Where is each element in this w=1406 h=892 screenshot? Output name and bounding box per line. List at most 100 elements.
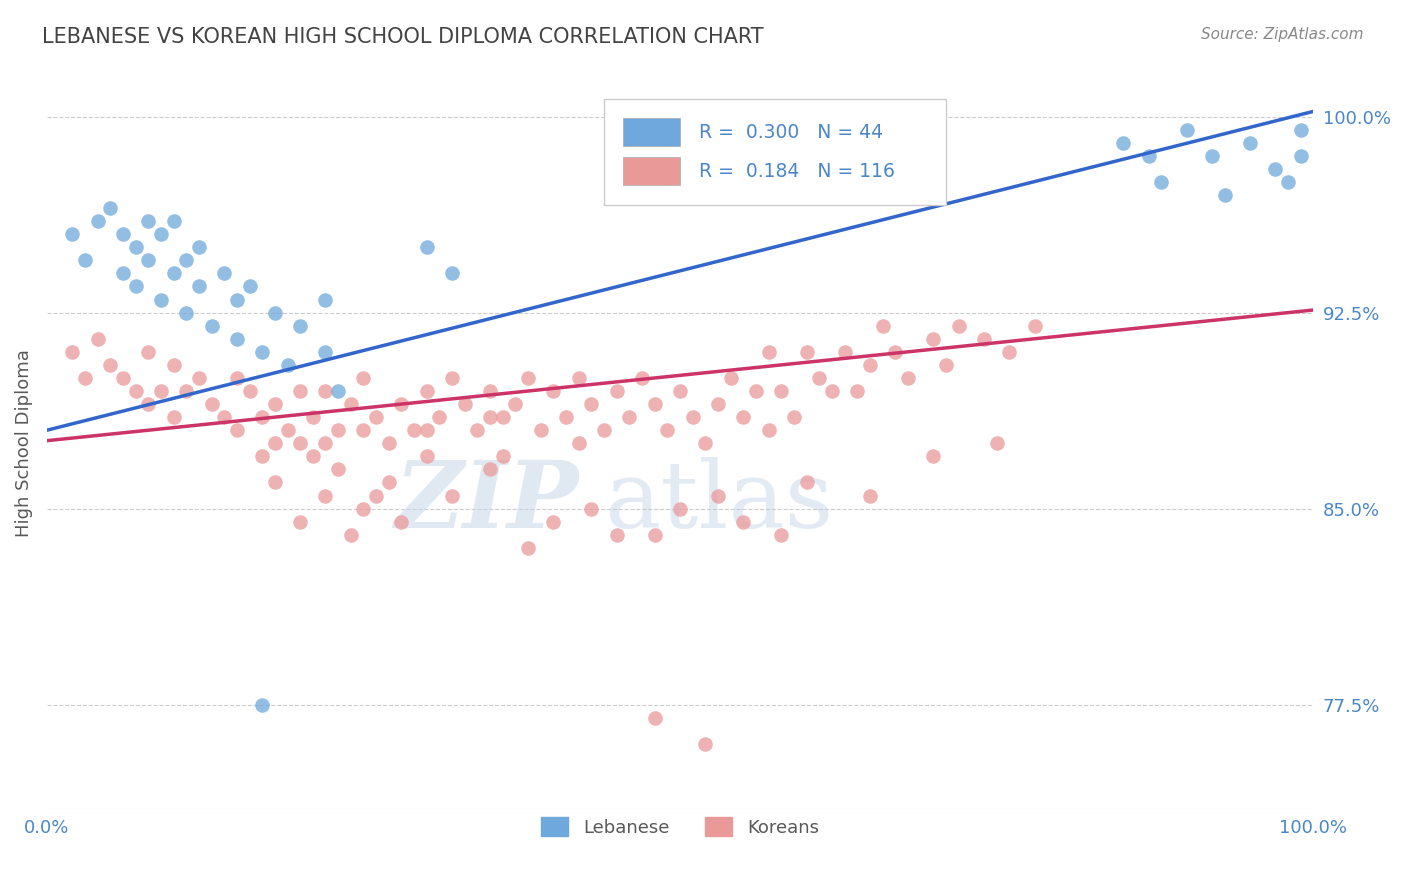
Point [250, 450, 273, 464]
Point [315, 384, 337, 398]
Point [973, 332, 995, 346]
Point [162, 410, 184, 425]
Point [250, 698, 273, 712]
Point [808, 371, 831, 385]
Point [1213, 188, 1236, 202]
Point [162, 214, 184, 228]
Point [1024, 318, 1046, 333]
Point [720, 371, 742, 385]
Point [263, 475, 285, 490]
Point [517, 541, 540, 555]
Point [644, 527, 666, 541]
Point [187, 240, 209, 254]
Point [124, 279, 146, 293]
Point [606, 384, 628, 398]
Point [922, 332, 945, 346]
Point [581, 397, 603, 411]
Point [162, 267, 184, 281]
Point [288, 515, 311, 529]
Point [328, 423, 350, 437]
Point [111, 267, 134, 281]
Point [846, 384, 869, 398]
Point [796, 475, 818, 490]
Point [136, 253, 159, 268]
Point [593, 423, 616, 437]
Point [821, 384, 844, 398]
Text: LEBANESE VS KOREAN HIGH SCHOOL DIPLOMA CORRELATION CHART: LEBANESE VS KOREAN HIGH SCHOOL DIPLOMA C… [42, 27, 763, 46]
Point [301, 410, 323, 425]
Point [695, 436, 717, 450]
Point [263, 305, 285, 319]
Point [391, 397, 413, 411]
Point [366, 489, 388, 503]
Y-axis label: High School Diploma: High School Diploma [15, 350, 32, 537]
Point [859, 489, 882, 503]
Point [555, 410, 578, 425]
Point [288, 318, 311, 333]
Point [263, 397, 285, 411]
Point [73, 371, 96, 385]
Text: R =  0.184   N = 116: R = 0.184 N = 116 [699, 161, 896, 180]
Point [568, 436, 591, 450]
Point [758, 344, 780, 359]
Point [707, 397, 730, 411]
Text: atlas: atlas [605, 457, 834, 547]
Point [238, 279, 260, 293]
Point [378, 436, 401, 450]
Point [404, 423, 426, 437]
Point [328, 462, 350, 476]
Point [136, 214, 159, 228]
Point [1264, 161, 1286, 176]
Text: ZIP: ZIP [395, 457, 579, 547]
Point [73, 253, 96, 268]
Point [98, 201, 121, 215]
Point [200, 397, 222, 411]
Point [644, 711, 666, 725]
Point [416, 384, 439, 398]
Bar [623, 119, 681, 146]
Point [225, 332, 247, 346]
Point [1289, 122, 1312, 136]
Point [276, 358, 298, 372]
Point [669, 501, 692, 516]
Point [315, 436, 337, 450]
Point [505, 397, 527, 411]
Point [86, 332, 108, 346]
Point [174, 253, 197, 268]
Point [796, 344, 818, 359]
Point [149, 227, 172, 242]
Point [225, 423, 247, 437]
Point [745, 384, 768, 398]
Point [897, 371, 920, 385]
Point [530, 423, 553, 437]
Text: R =  0.300   N = 44: R = 0.300 N = 44 [699, 123, 883, 142]
Point [288, 384, 311, 398]
Legend: Lebanese, Koreans: Lebanese, Koreans [534, 810, 827, 844]
Point [187, 279, 209, 293]
Point [353, 423, 375, 437]
Point [263, 436, 285, 450]
Point [948, 318, 970, 333]
Point [606, 527, 628, 541]
Point [657, 423, 679, 437]
Point [998, 344, 1021, 359]
Point [543, 384, 565, 398]
Point [60, 227, 83, 242]
Point [1289, 149, 1312, 163]
Point [276, 423, 298, 437]
Point [60, 344, 83, 359]
Point [238, 384, 260, 398]
Point [733, 515, 755, 529]
Point [479, 384, 502, 398]
Point [187, 371, 209, 385]
Point [1239, 136, 1261, 150]
Point [441, 489, 464, 503]
Point [695, 737, 717, 751]
Point [517, 371, 540, 385]
Point [288, 436, 311, 450]
Point [770, 384, 793, 398]
Point [669, 384, 692, 398]
Point [353, 371, 375, 385]
FancyBboxPatch shape [605, 99, 946, 205]
Point [250, 344, 273, 359]
